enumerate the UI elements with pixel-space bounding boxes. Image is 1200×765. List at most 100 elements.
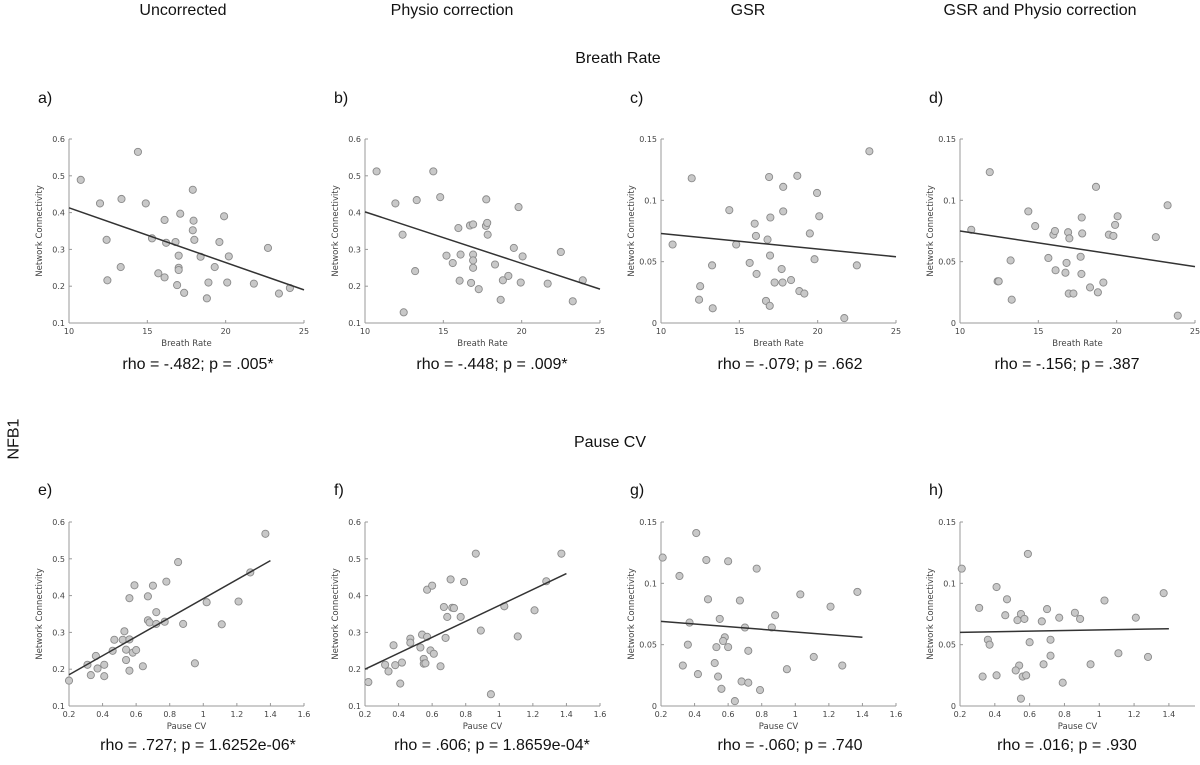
y-tick-label: 0.1	[52, 319, 65, 328]
data-point	[103, 276, 112, 285]
data-point	[1061, 268, 1070, 277]
data-point	[800, 289, 809, 298]
x-axis-label: Pause CV	[463, 722, 503, 732]
data-point	[815, 212, 824, 221]
data-point	[148, 581, 157, 590]
data-point	[1044, 253, 1053, 263]
data-point	[176, 209, 185, 218]
data-point	[152, 608, 161, 617]
data-point	[220, 212, 229, 221]
data-point	[204, 278, 213, 287]
data-point	[992, 671, 1001, 680]
data-point	[471, 549, 480, 558]
y-tick-label: 0.05	[938, 258, 956, 267]
correlation-stat: rho = -.482; p = .005*	[122, 356, 274, 373]
data-point	[173, 281, 182, 290]
y-tick-label: 0.1	[943, 579, 956, 588]
data-point	[93, 664, 102, 673]
data-point	[514, 203, 523, 212]
data-point	[215, 237, 224, 247]
y-tick-label: 0.15	[938, 135, 956, 144]
x-tick-label: 0.6	[722, 710, 735, 719]
data-point	[504, 271, 513, 280]
data-point	[436, 662, 445, 671]
x-tick-label: 1.2	[1128, 710, 1141, 719]
y-tick-label: 0.05	[938, 641, 956, 650]
y-tick-label: 0.1	[644, 579, 657, 588]
data-point	[735, 596, 744, 605]
x-tick-label: 0.8	[755, 710, 768, 719]
data-point	[786, 276, 796, 285]
data-point	[1093, 288, 1102, 297]
y-axis-label: Network Connectivity	[35, 185, 45, 276]
data-point	[1024, 207, 1033, 216]
data-point	[710, 659, 719, 668]
x-axis-label: Pause CV	[759, 722, 799, 732]
data-point	[217, 620, 226, 629]
data-point	[1002, 595, 1012, 604]
data-point	[763, 235, 772, 244]
data-point	[992, 582, 1001, 592]
data-point	[1051, 266, 1060, 275]
x-tick-label: 25	[1190, 327, 1200, 336]
data-point	[188, 185, 197, 194]
data-point	[234, 597, 243, 606]
data-point	[210, 263, 219, 272]
data-point	[469, 256, 478, 265]
data-point	[1023, 549, 1032, 558]
data-point	[180, 288, 189, 297]
x-tick-label: 0.6	[426, 710, 439, 719]
data-point	[446, 575, 455, 584]
data-point	[793, 171, 802, 180]
data-point	[443, 612, 452, 621]
x-tick-label: 20	[813, 327, 823, 336]
data-point	[1159, 589, 1168, 598]
data-point	[692, 528, 701, 538]
data-point	[724, 557, 733, 566]
correlation-stat: rho = -.156; p = .387	[994, 356, 1140, 373]
data-point	[441, 633, 450, 642]
correlation-stat: rho = .727; p = 1.6252e-06*	[100, 737, 296, 754]
data-point	[145, 618, 154, 627]
data-point	[389, 641, 398, 650]
y-axis-label: Network Connectivity	[627, 185, 637, 276]
data-point	[715, 614, 724, 623]
data-point	[978, 672, 987, 681]
data-point	[1006, 256, 1015, 265]
x-tick-label: 0.4	[988, 710, 1001, 719]
data-point	[696, 282, 705, 291]
data-point	[1151, 233, 1160, 242]
column-title-uncorrected: Uncorrected	[139, 2, 227, 19]
y-tick-label: 0.6	[348, 518, 361, 527]
row-title-pause-cv: Pause CV	[573, 434, 647, 451]
data-point	[1113, 212, 1122, 221]
data-point	[160, 215, 169, 225]
data-point	[1109, 231, 1118, 240]
data-point	[122, 655, 131, 665]
data-point	[796, 590, 805, 599]
x-tick-label: 1.2	[822, 710, 835, 719]
panel-label: b)	[334, 90, 349, 107]
y-tick-label: 0.1	[644, 196, 657, 205]
data-point	[189, 216, 198, 225]
data-point	[812, 188, 822, 198]
data-point	[249, 279, 258, 288]
data-point	[779, 207, 788, 216]
panel-label: h)	[929, 482, 944, 499]
data-point	[496, 295, 505, 304]
panel-label: f)	[334, 482, 344, 499]
x-tick-label: 20	[517, 327, 527, 336]
x-tick-label: 1.2	[526, 710, 539, 719]
x-tick-label: 0.8	[459, 710, 472, 719]
data-point	[509, 243, 518, 252]
y-tick-label: 0.1	[348, 702, 361, 711]
data-point	[826, 602, 835, 611]
x-tick-label: 0.8	[163, 710, 176, 719]
data-point	[1013, 616, 1022, 625]
regression-line	[364, 572, 567, 670]
column-title-physio: Physio correction	[390, 2, 514, 19]
data-point	[751, 231, 760, 240]
regression-line	[68, 559, 271, 676]
data-point	[449, 604, 459, 613]
data-point	[771, 611, 780, 620]
